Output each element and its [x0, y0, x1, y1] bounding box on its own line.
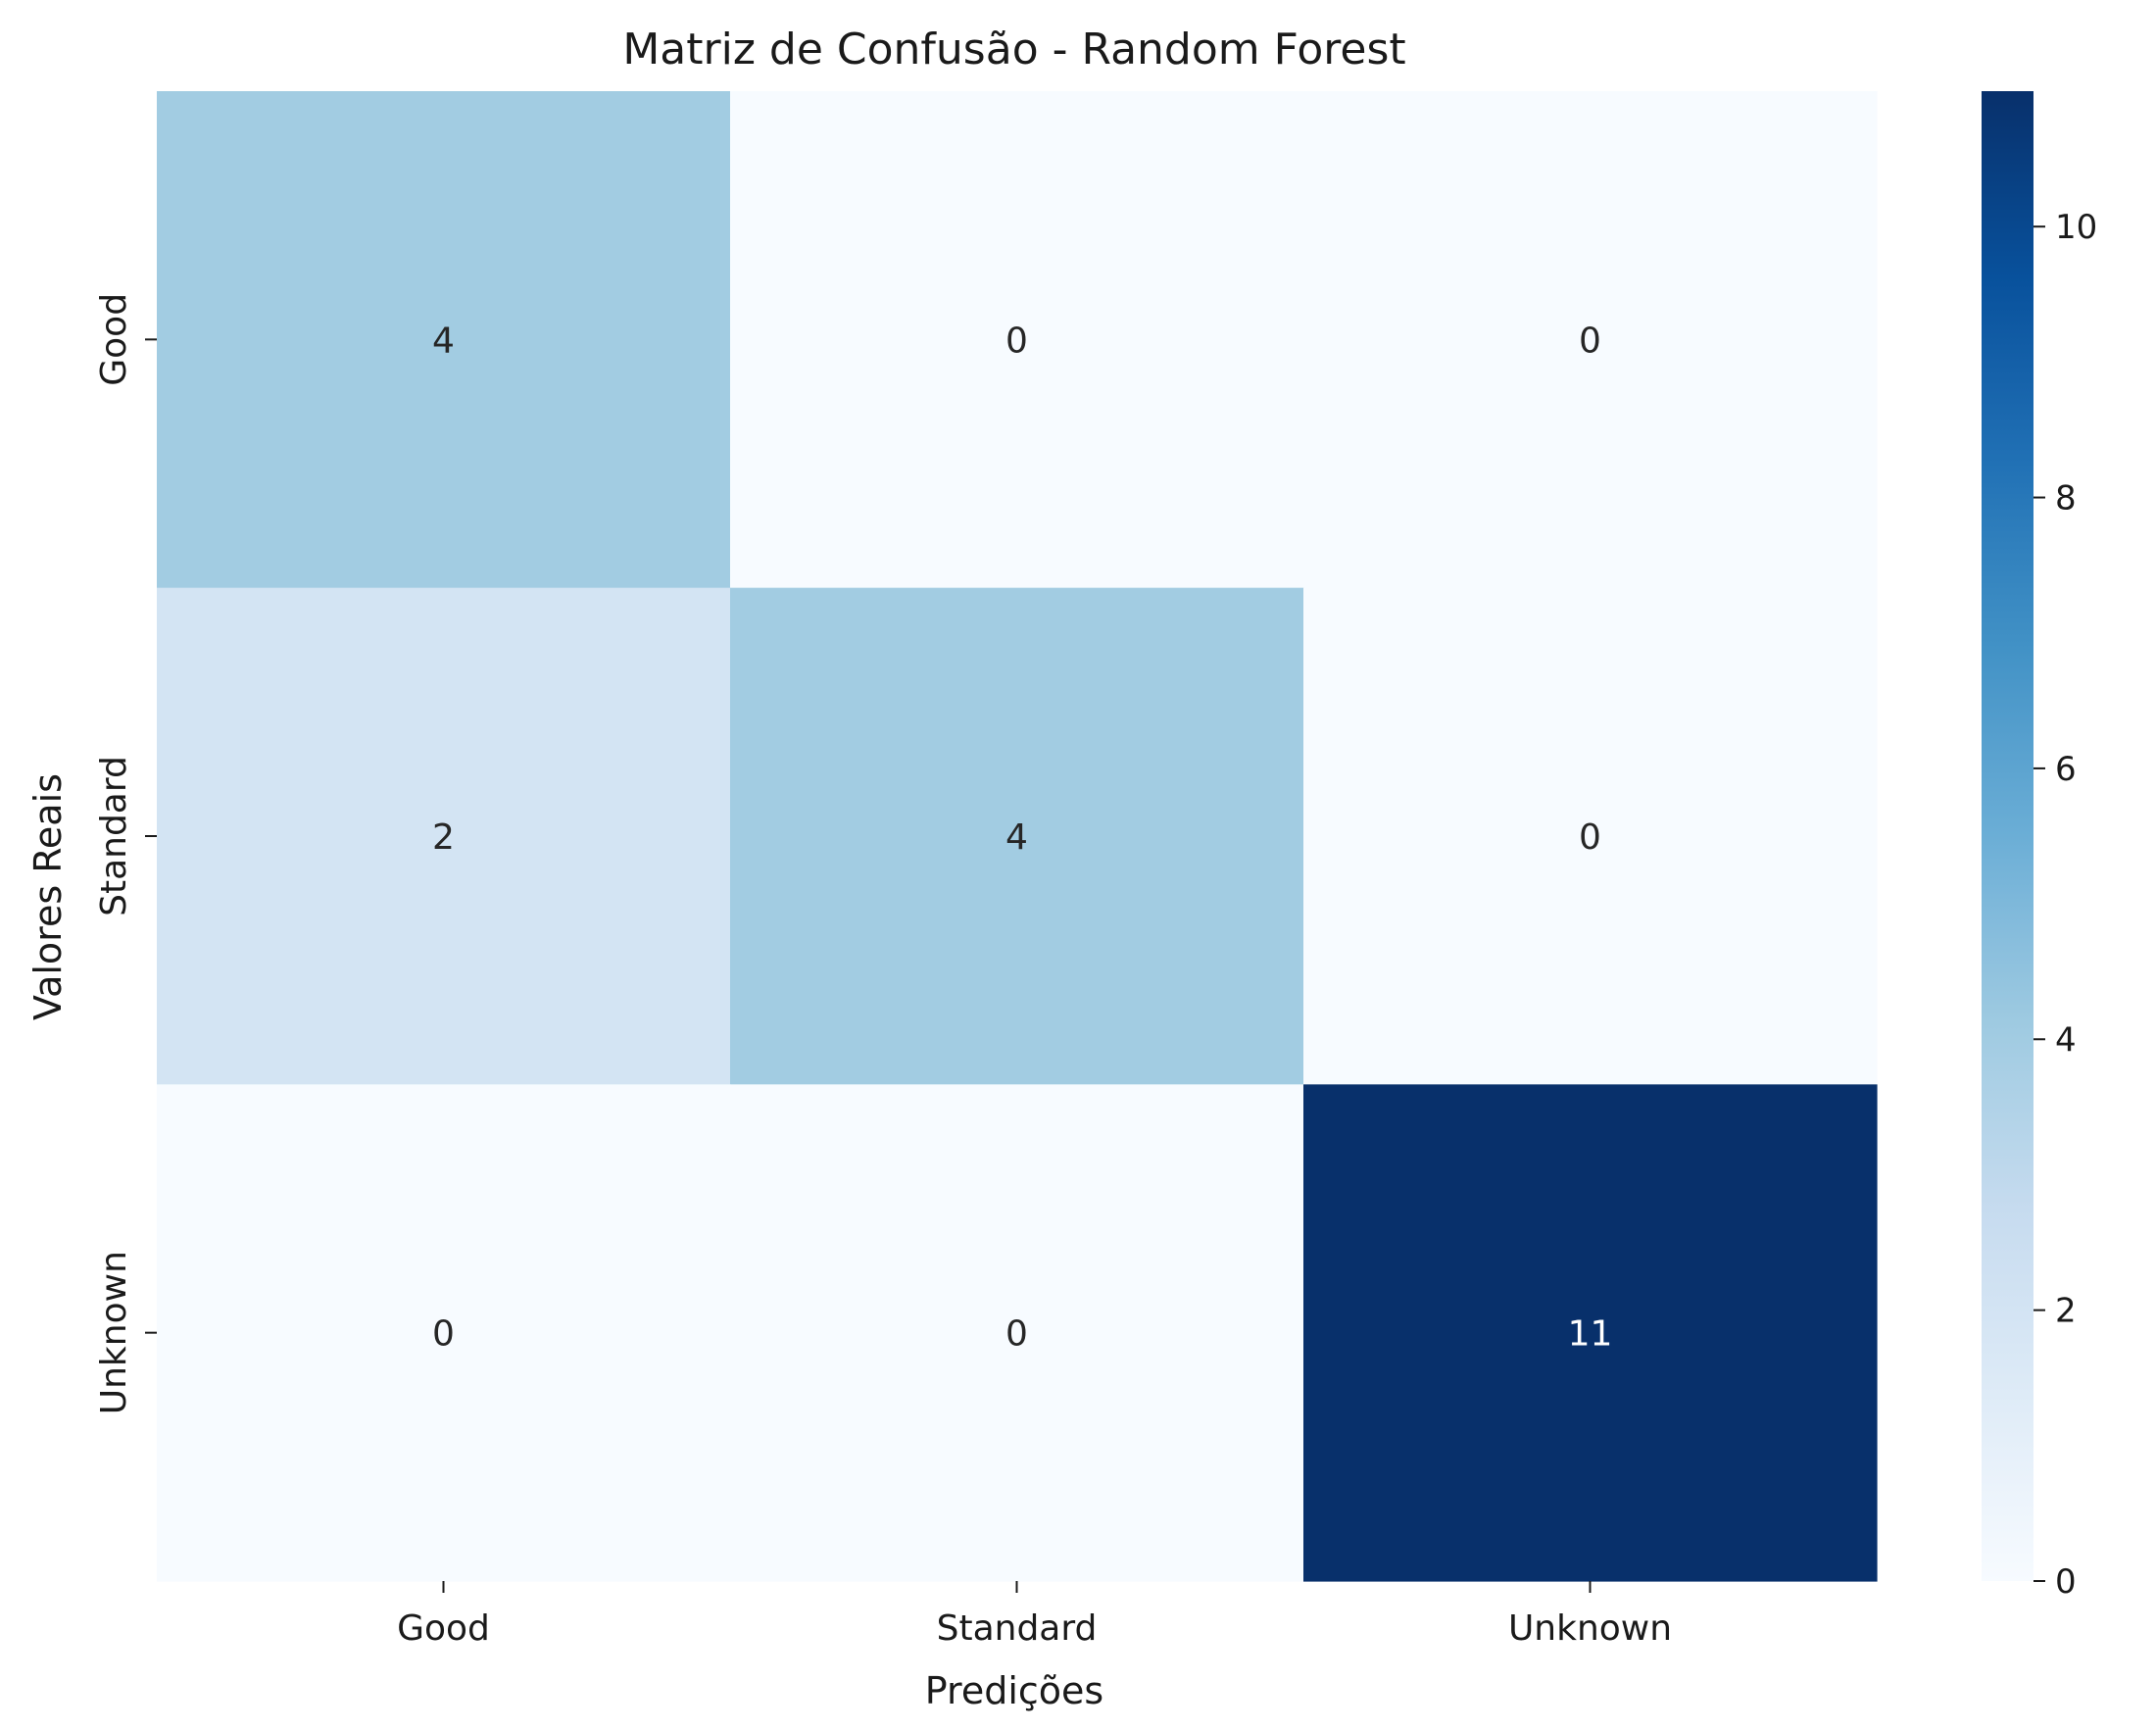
heatmap-cell [1303, 91, 1878, 589]
heatmap-cell [730, 1084, 1304, 1582]
cell-value-label: 0 [1579, 321, 1601, 361]
colorbar-tick-label: 6 [2055, 750, 2077, 789]
heatmap-cell [157, 587, 731, 1085]
heatmap-cell [1303, 587, 1878, 1085]
x-tick-label: Standard [937, 1608, 1098, 1649]
x-tick-label: Good [397, 1608, 490, 1649]
colorbar-ticks: 0 2 4 6 8 10 [2034, 208, 2097, 1602]
cell-value-label: 0 [1579, 817, 1601, 858]
colorbar-tick-label: 0 [2055, 1562, 2077, 1602]
y-axis-label: Valores Reais [26, 773, 70, 1020]
heatmap-cell [157, 91, 731, 589]
colorbar-tick-label: 2 [2055, 1292, 2077, 1331]
colorbar-tick-label: 4 [2055, 1020, 2077, 1060]
colorbar-tick-label: 10 [2055, 208, 2097, 247]
chart-title: Matriz de Confusão - Random Forest [622, 25, 1405, 74]
cell-value-label: 4 [432, 321, 455, 361]
x-axis-label: Predições [925, 1669, 1103, 1712]
y-tick-label: Good [94, 293, 134, 386]
x-tick-label: Unknown [1508, 1608, 1672, 1649]
y-tick-label: Standard [94, 756, 134, 916]
heatmap-cell [157, 1084, 731, 1582]
heatmap-cell [730, 587, 1304, 1085]
heatmap-cell [730, 91, 1304, 589]
cell-value-label: 2 [432, 817, 455, 858]
cell-value-label: 0 [1005, 321, 1028, 361]
cell-value-label: 0 [1005, 1314, 1028, 1355]
x-axis-ticks: Good Standard Unknown [397, 1581, 1672, 1649]
heatmap-cells: 4 0 0 2 4 0 0 0 11 [157, 91, 1878, 1582]
y-tick-label: Unknown [94, 1251, 134, 1414]
cell-value-label: 11 [1568, 1314, 1613, 1355]
cell-value-label: 4 [1005, 817, 1028, 858]
y-axis-ticks: Good Standard Unknown [94, 293, 157, 1414]
heatmap-cell [1303, 1084, 1878, 1582]
cell-value-label: 0 [432, 1314, 455, 1355]
colorbar [1982, 91, 2034, 1581]
colorbar-tick-label: 8 [2055, 479, 2077, 519]
